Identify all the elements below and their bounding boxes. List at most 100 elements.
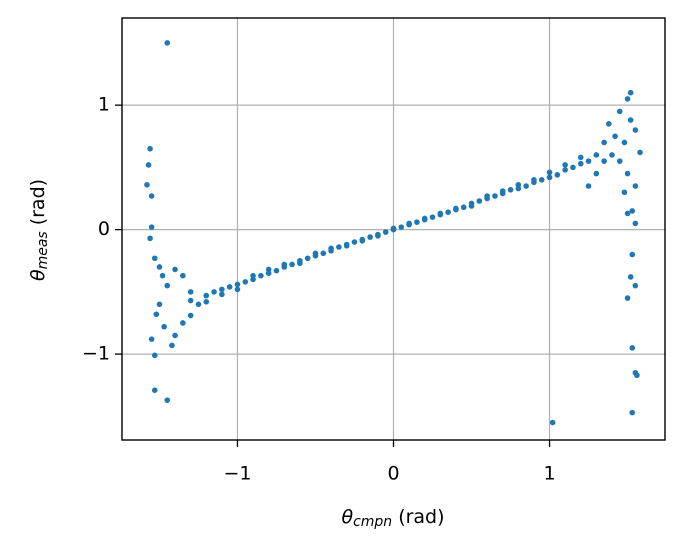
- point: [367, 234, 373, 240]
- point: [632, 282, 639, 289]
- point: [601, 139, 607, 146]
- point: [624, 170, 631, 177]
- point: [297, 260, 303, 267]
- point: [609, 152, 615, 158]
- point: [624, 96, 631, 102]
- y-tick-label: −1: [82, 343, 110, 365]
- point: [336, 244, 342, 250]
- point: [421, 215, 428, 222]
- point: [549, 419, 556, 426]
- x-tick-label: −1: [223, 463, 251, 485]
- point: [499, 188, 506, 194]
- point: [637, 149, 643, 156]
- y-tick-label: 0: [98, 218, 110, 240]
- point: [169, 342, 175, 349]
- point: [515, 182, 522, 188]
- point: [523, 183, 529, 189]
- point: [507, 186, 514, 193]
- point: [468, 203, 475, 209]
- point: [624, 295, 631, 301]
- point: [289, 261, 295, 268]
- point: [437, 210, 444, 217]
- point: [258, 272, 264, 279]
- point: [460, 204, 467, 211]
- point: [632, 127, 639, 133]
- point: [159, 272, 166, 279]
- point: [145, 162, 152, 168]
- x-tick-label: 0: [387, 463, 399, 485]
- point: [195, 301, 202, 308]
- y-tick-label: 1: [98, 94, 110, 116]
- point: [328, 245, 334, 252]
- point: [343, 243, 350, 249]
- point: [156, 264, 163, 270]
- point: [281, 261, 288, 268]
- point: [151, 352, 158, 359]
- point: [148, 336, 155, 342]
- point: [577, 154, 584, 161]
- point: [219, 286, 225, 293]
- point: [546, 169, 553, 176]
- point: [538, 177, 545, 183]
- y-axis-label: θmeas(rad): [27, 179, 52, 281]
- point: [429, 214, 436, 220]
- point: [634, 372, 640, 379]
- point: [492, 193, 498, 199]
- point: [629, 208, 636, 214]
- point: [187, 297, 194, 304]
- point: [406, 220, 412, 227]
- point: [312, 250, 319, 257]
- point: [554, 172, 561, 178]
- point: [351, 239, 358, 245]
- point: [414, 219, 420, 225]
- point: [562, 167, 568, 173]
- point: [629, 409, 636, 416]
- point: [147, 145, 153, 152]
- point: [151, 255, 158, 262]
- point: [621, 189, 628, 196]
- point: [242, 279, 249, 285]
- point: [164, 40, 171, 46]
- point: [616, 108, 623, 115]
- point: [629, 345, 636, 351]
- point: [219, 291, 225, 298]
- point: [164, 282, 171, 289]
- point: [226, 284, 233, 290]
- point: [627, 89, 634, 96]
- point: [234, 281, 241, 288]
- point: [180, 320, 186, 326]
- point: [398, 224, 405, 230]
- point: [172, 266, 178, 273]
- point: [562, 162, 568, 168]
- point: [265, 266, 272, 273]
- point: [156, 301, 163, 308]
- point: [375, 233, 381, 239]
- point: [601, 158, 607, 164]
- point: [621, 139, 628, 146]
- point: [629, 251, 636, 258]
- point: [203, 299, 210, 305]
- point: [153, 311, 160, 318]
- point: [203, 292, 210, 299]
- x-tick-label: 1: [543, 463, 555, 485]
- point: [304, 255, 311, 262]
- point: [593, 152, 600, 158]
- point: [180, 272, 186, 279]
- point: [577, 160, 584, 167]
- point: [585, 183, 592, 189]
- point: [616, 158, 623, 164]
- point: [476, 198, 483, 204]
- point: [632, 183, 639, 189]
- point: [484, 193, 490, 199]
- point: [187, 312, 194, 319]
- point: [151, 387, 158, 394]
- point: [624, 210, 631, 217]
- point: [211, 289, 217, 295]
- point: [390, 225, 397, 232]
- x-axis-label: θcmpn (rad): [341, 506, 444, 531]
- point: [593, 170, 600, 177]
- point: [148, 193, 155, 199]
- point: [453, 205, 459, 212]
- point: [250, 272, 256, 279]
